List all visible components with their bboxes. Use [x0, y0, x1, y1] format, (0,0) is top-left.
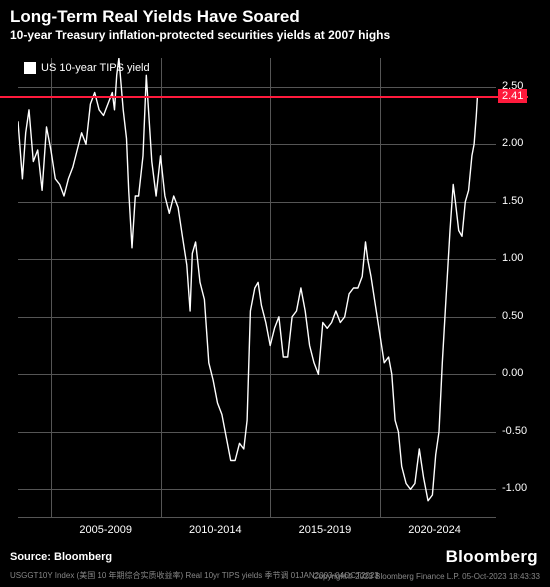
legend-swatch: [24, 62, 36, 74]
y-tick-label: -0.50: [502, 425, 527, 437]
y-tick-label: 2.00: [502, 137, 523, 149]
bloomberg-watermark: Bloomberg: [446, 547, 538, 567]
x-tick-label: 2015-2019: [299, 524, 352, 536]
footer-meta-right: Copyright© 2023 Bloomberg Finance L.P. 0…: [313, 572, 540, 581]
y-tick-label: 0.50: [502, 310, 523, 322]
y-tick-label: 1.50: [502, 195, 523, 207]
legend-label: US 10-year TIPS yield: [41, 62, 150, 74]
reference-line: [0, 96, 528, 98]
y-tick-label: 0.00: [502, 367, 523, 379]
chart-container: Long-Term Real Yields Have Soared 10-yea…: [0, 0, 550, 587]
y-tick-label: -1.00: [502, 482, 527, 494]
line-series: [18, 58, 496, 518]
chart-subtitle: 10-year Treasury inflation-protected sec…: [0, 28, 550, 48]
chart-title: Long-Term Real Yields Have Soared: [0, 0, 550, 28]
x-tick-label: 2005-2009: [79, 524, 132, 536]
legend: US 10-year TIPS yield: [24, 62, 150, 74]
x-tick-label: 2020-2024: [408, 524, 461, 536]
x-tick-label: 2010-2014: [189, 524, 242, 536]
plot-area: -1.00-0.500.000.501.001.502.002.502005-2…: [18, 58, 496, 518]
reference-label: 2.41: [498, 89, 527, 103]
source-text: Source: Bloomberg: [10, 551, 112, 563]
y-tick-label: 1.00: [502, 252, 523, 264]
